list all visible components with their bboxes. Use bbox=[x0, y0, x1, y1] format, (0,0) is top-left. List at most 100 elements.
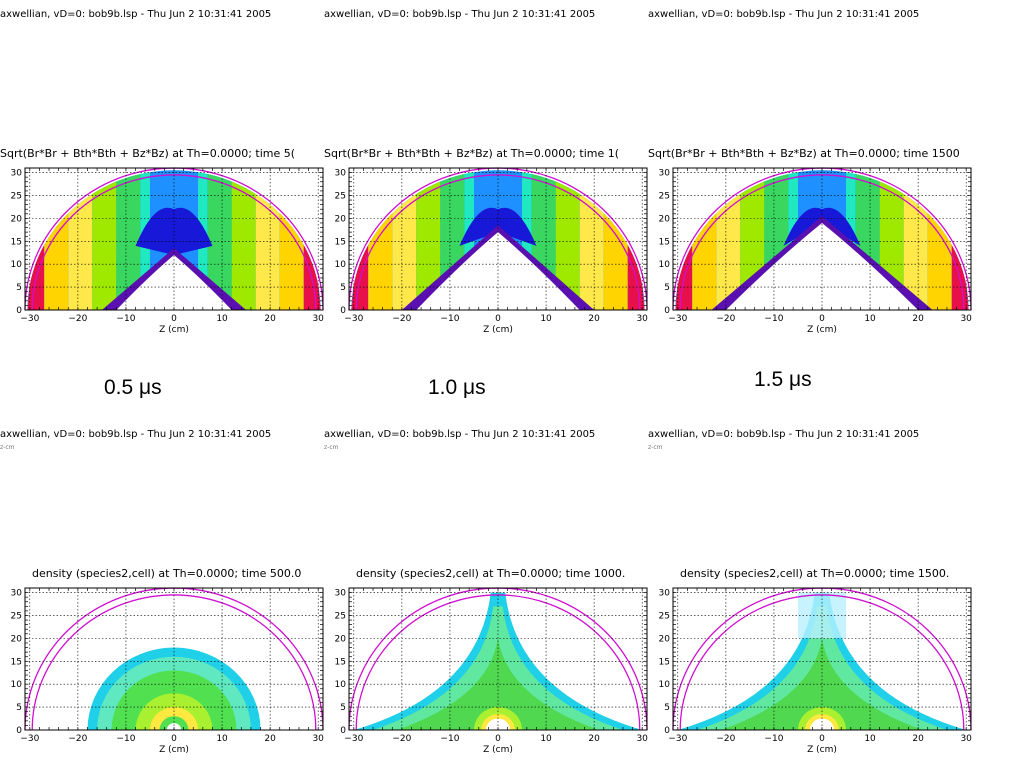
plot-header: axwellian, vD=0: bob9b.lsp - Thu Jun 2 1… bbox=[0, 429, 272, 440]
x-tick-label: 0 bbox=[495, 314, 501, 324]
plot-axes: −30 −20 −10 0 10 20 30 0 5 10 15 20 25 30 Z (cm) bbox=[11, 167, 324, 335]
x-tick-label: 30 bbox=[636, 734, 648, 744]
x-tick-label: 20 bbox=[264, 734, 276, 744]
y-tick-label: 20 bbox=[659, 214, 671, 224]
contour-fill bbox=[416, 181, 441, 310]
x-tick-label: −20 bbox=[68, 314, 87, 324]
x-tick-label: 20 bbox=[912, 314, 924, 324]
y-tick-label: 10 bbox=[659, 680, 671, 690]
plot-axes: −30 −20 −10 0 10 20 30 0 5 10 15 20 25 30 Z (cm) bbox=[335, 167, 648, 335]
contour-fill bbox=[579, 194, 604, 310]
boundary-inner bbox=[31, 594, 317, 731]
contour-fill bbox=[927, 213, 952, 310]
field-contours bbox=[351, 170, 645, 310]
y-tick-label: 10 bbox=[335, 260, 347, 270]
cavity-region bbox=[416, 232, 580, 310]
plot-axes: −30 −20 −10 0 10 20 30 0 5 10 15 20 25 30 Z (cm) bbox=[11, 587, 324, 755]
x-axis-label: Z (cm) bbox=[807, 325, 837, 335]
y-tick-label: 30 bbox=[335, 169, 347, 179]
y-tick-label: 25 bbox=[659, 611, 670, 621]
x-tick-label: 10 bbox=[216, 314, 228, 324]
density-contour-plot-2: −30 −20 −10 0 10 20 30 0 5 10 15 20 25 30 Z (cm) bbox=[335, 587, 648, 755]
boundary-inner bbox=[679, 594, 965, 731]
boundary-inner bbox=[355, 174, 641, 311]
plot-header: axwellian, vD=0: bob9b.lsp - Thu Jun 2 1… bbox=[324, 429, 596, 440]
x-axis-label: Z (cm) bbox=[159, 325, 189, 335]
y-tick-label: 0 bbox=[664, 306, 670, 316]
density-contour-plot-3: −30 −20 −10 0 10 20 30 0 5 10 15 20 25 30 Z (cm) bbox=[659, 587, 972, 755]
x-axis-label: Z (cm) bbox=[483, 745, 513, 755]
y-tick-label: 15 bbox=[335, 657, 346, 667]
x-tick-label: −20 bbox=[392, 734, 411, 744]
x-tick-label: −10 bbox=[116, 314, 135, 324]
density-plot-title: density (species2,cell) at Th=0.0000; ti… bbox=[680, 567, 950, 580]
x-tick-label: 0 bbox=[171, 314, 177, 324]
field-contours bbox=[27, 170, 321, 310]
y-tick-label: 15 bbox=[659, 657, 670, 667]
y-tick-label: 30 bbox=[335, 589, 347, 599]
plot-header: axwellian, vD=0: bob9b.lsp - Thu Jun 2 1… bbox=[324, 9, 596, 20]
plot-axes: −30 −20 −10 0 10 20 30 0 5 10 15 20 25 30 Z (cm) bbox=[659, 167, 972, 335]
contour-fill bbox=[255, 194, 280, 310]
x-tick-label: −10 bbox=[116, 734, 135, 744]
y-tick-label: 10 bbox=[11, 680, 23, 690]
plot-subheader: z-cm bbox=[648, 444, 663, 451]
x-tick-label: 20 bbox=[588, 734, 600, 744]
x-tick-label: 0 bbox=[819, 734, 825, 744]
contour-fill bbox=[368, 213, 393, 310]
contour-fill bbox=[392, 194, 417, 310]
density-contour-plot-1: −30 −20 −10 0 10 20 30 0 5 10 15 20 25 30 Z (cm) bbox=[11, 587, 324, 755]
plot-header: axwellian, vD=0: bob9b.lsp - Thu Jun 2 1… bbox=[648, 429, 920, 440]
contour-fill bbox=[485, 718, 511, 730]
y-tick-label: 30 bbox=[11, 589, 23, 599]
time-label: 1.5 μs bbox=[754, 368, 812, 391]
y-tick-label: 10 bbox=[335, 680, 347, 690]
plot-axes: −30 −20 −10 0 10 20 30 0 5 10 15 20 25 30 Z (cm) bbox=[335, 587, 648, 755]
x-tick-label: 30 bbox=[312, 734, 324, 744]
x-tick-label: −20 bbox=[68, 734, 87, 744]
time-label: 0.5 μs bbox=[104, 376, 162, 399]
plot-header: axwellian, vD=0: bob9b.lsp - Thu Jun 2 1… bbox=[0, 9, 272, 20]
density-plot-title: density (species2,cell) at Th=0.0000; ti… bbox=[32, 567, 302, 580]
x-tick-label: 0 bbox=[819, 314, 825, 324]
y-tick-label: 25 bbox=[659, 191, 670, 201]
contour-fill bbox=[44, 213, 69, 310]
x-axis-label: Z (cm) bbox=[483, 325, 513, 335]
contour-fill bbox=[603, 213, 628, 310]
x-tick-label: −30 bbox=[20, 734, 39, 744]
contour-fill bbox=[279, 213, 304, 310]
time-label: 1.0 μs bbox=[428, 376, 486, 399]
contour-fill bbox=[68, 194, 93, 310]
x-tick-label: 30 bbox=[960, 734, 972, 744]
x-tick-label: −10 bbox=[764, 734, 783, 744]
x-tick-label: 20 bbox=[264, 314, 276, 324]
contour-fill bbox=[231, 181, 256, 310]
y-tick-label: 15 bbox=[659, 237, 670, 247]
plot-header: axwellian, vD=0: bob9b.lsp - Thu Jun 2 1… bbox=[648, 9, 920, 20]
density-plot-title: density (species2,cell) at Th=0.0000; ti… bbox=[356, 567, 626, 580]
x-tick-label: 20 bbox=[588, 314, 600, 324]
y-tick-label: 25 bbox=[11, 191, 22, 201]
y-tick-label: 5 bbox=[340, 703, 346, 713]
contour-fill bbox=[692, 213, 717, 310]
field-plot-title: Sqrt(Br*Br + Bth*Bth + Bz*Bz) at Th=0.00… bbox=[0, 147, 296, 160]
x-tick-label: −30 bbox=[20, 314, 39, 324]
x-tick-label: 10 bbox=[540, 314, 552, 324]
x-tick-label: −30 bbox=[668, 734, 687, 744]
x-tick-label: 0 bbox=[495, 734, 501, 744]
x-tick-label: −30 bbox=[344, 314, 363, 324]
x-axis-label: Z (cm) bbox=[807, 745, 837, 755]
x-tick-label: 10 bbox=[864, 314, 876, 324]
contour-fill bbox=[207, 174, 232, 310]
contour-fill bbox=[783, 207, 861, 246]
y-tick-label: 20 bbox=[11, 634, 23, 644]
y-tick-label: 20 bbox=[659, 634, 671, 644]
y-tick-label: 0 bbox=[664, 726, 670, 736]
x-tick-label: −10 bbox=[440, 734, 459, 744]
y-tick-label: 5 bbox=[664, 703, 670, 713]
x-tick-label: −10 bbox=[440, 314, 459, 324]
x-tick-label: 0 bbox=[171, 734, 177, 744]
boundary-inner bbox=[355, 594, 641, 731]
y-tick-label: 25 bbox=[335, 611, 346, 621]
contour-fill bbox=[159, 716, 189, 730]
